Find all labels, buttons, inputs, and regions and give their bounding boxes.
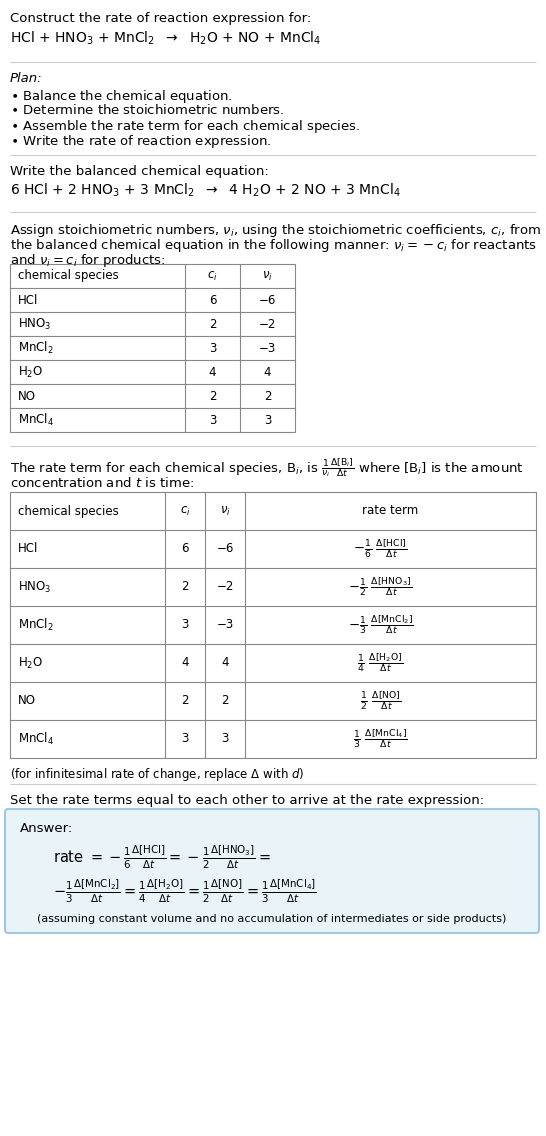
Text: 2: 2 [221, 694, 229, 708]
Text: $-\frac{1}{3}$ $\frac{\Delta[\mathrm{MnCl_2}]}{\Delta t}$: $-\frac{1}{3}$ $\frac{\Delta[\mathrm{MnC… [348, 613, 413, 636]
Text: −3: −3 [259, 342, 276, 354]
Text: NO: NO [18, 390, 36, 402]
Text: −3: −3 [216, 618, 234, 632]
Text: 4: 4 [181, 657, 189, 669]
Text: $\bullet$ Assemble the rate term for each chemical species.: $\bullet$ Assemble the rate term for eac… [10, 118, 360, 135]
FancyBboxPatch shape [5, 809, 539, 933]
Text: −6: −6 [216, 543, 234, 556]
Text: $\bullet$ Write the rate of reaction expression.: $\bullet$ Write the rate of reaction exp… [10, 133, 272, 150]
Text: Answer:: Answer: [20, 822, 73, 835]
Text: 3: 3 [264, 414, 271, 426]
Text: $-\frac{1}{3}\frac{\Delta[\mathrm{MnCl_2}]}{\Delta t} = \frac{1}{4}\frac{\Delta[: $-\frac{1}{3}\frac{\Delta[\mathrm{MnCl_2… [53, 878, 317, 905]
Text: 2: 2 [181, 580, 189, 593]
Text: H$_2$O: H$_2$O [18, 365, 43, 379]
Text: rate term: rate term [363, 504, 419, 518]
Text: Construct the rate of reaction expression for:: Construct the rate of reaction expressio… [10, 12, 311, 25]
Text: $\nu_i$: $\nu_i$ [219, 504, 230, 518]
Text: chemical species: chemical species [18, 504, 118, 518]
Text: MnCl$_4$: MnCl$_4$ [18, 412, 54, 428]
Text: 3: 3 [209, 342, 216, 354]
Text: NO: NO [18, 694, 36, 708]
Text: MnCl$_2$: MnCl$_2$ [18, 617, 54, 633]
Text: 2: 2 [209, 317, 216, 331]
Text: 4: 4 [209, 366, 216, 378]
Text: $\frac{1}{2}$ $\frac{\Delta[\mathrm{NO}]}{\Delta t}$: $\frac{1}{2}$ $\frac{\Delta[\mathrm{NO}]… [360, 690, 401, 712]
Text: 2: 2 [209, 390, 216, 402]
Text: Plan:: Plan: [10, 72, 43, 85]
Text: (assuming constant volume and no accumulation of intermediates or side products): (assuming constant volume and no accumul… [37, 914, 507, 924]
Text: the balanced chemical equation in the following manner: $\nu_i = -c_i$ for react: the balanced chemical equation in the fo… [10, 237, 537, 254]
Bar [10, 264, 295, 432]
Text: 4: 4 [264, 366, 271, 378]
Text: Set the rate terms equal to each other to arrive at the rate expression:: Set the rate terms equal to each other t… [10, 794, 484, 807]
Text: 6: 6 [181, 543, 189, 556]
Text: 2: 2 [264, 390, 271, 402]
Bar [10, 492, 536, 758]
Text: $-\frac{1}{2}$ $\frac{\Delta[\mathrm{HNO_3}]}{\Delta t}$: $-\frac{1}{2}$ $\frac{\Delta[\mathrm{HNO… [348, 576, 413, 599]
Text: chemical species: chemical species [18, 269, 118, 283]
Text: MnCl$_2$: MnCl$_2$ [18, 340, 54, 356]
Text: 4: 4 [221, 657, 229, 669]
Text: HCl: HCl [18, 543, 38, 556]
Text: 3: 3 [181, 618, 189, 632]
Text: H$_2$O: H$_2$O [18, 655, 43, 670]
Text: HNO$_3$: HNO$_3$ [18, 317, 51, 332]
Text: MnCl$_4$: MnCl$_4$ [18, 730, 54, 747]
Text: Write the balanced chemical equation:: Write the balanced chemical equation: [10, 165, 269, 178]
Text: $\frac{1}{4}$ $\frac{\Delta[\mathrm{H_2O}]}{\Delta t}$: $\frac{1}{4}$ $\frac{\Delta[\mathrm{H_2O… [358, 652, 403, 675]
Text: −6: −6 [259, 293, 276, 307]
Text: $\bullet$ Determine the stoichiometric numbers.: $\bullet$ Determine the stoichiometric n… [10, 103, 284, 117]
Text: $\bullet$ Balance the chemical equation.: $\bullet$ Balance the chemical equation. [10, 87, 233, 105]
Text: 3: 3 [181, 733, 189, 745]
Text: $c_i$: $c_i$ [180, 504, 191, 518]
Text: −2: −2 [259, 317, 276, 331]
Text: and $\nu_i = c_i$ for products:: and $\nu_i = c_i$ for products: [10, 252, 165, 269]
Text: (for infinitesimal rate of change, replace $\Delta$ with $d$): (for infinitesimal rate of change, repla… [10, 766, 305, 783]
Text: The rate term for each chemical species, B$_i$, is $\frac{1}{\nu_i}\frac{\Delta[: The rate term for each chemical species,… [10, 456, 524, 479]
Text: 3: 3 [221, 733, 229, 745]
Text: $c_i$: $c_i$ [207, 269, 218, 283]
Text: 3: 3 [209, 414, 216, 426]
Text: 2: 2 [181, 694, 189, 708]
Text: $\frac{1}{3}$ $\frac{\Delta[\mathrm{MnCl_4}]}{\Delta t}$: $\frac{1}{3}$ $\frac{\Delta[\mathrm{MnCl… [353, 727, 408, 751]
Text: HCl: HCl [18, 293, 38, 307]
Text: 6 HCl + 2 HNO$_3$ + 3 MnCl$_2$  $\rightarrow$  4 H$_2$O + 2 NO + 3 MnCl$_4$: 6 HCl + 2 HNO$_3$ + 3 MnCl$_2$ $\rightar… [10, 182, 401, 200]
Text: HCl + HNO$_3$ + MnCl$_2$  $\rightarrow$  H$_2$O + NO + MnCl$_4$: HCl + HNO$_3$ + MnCl$_2$ $\rightarrow$ H… [10, 30, 321, 48]
Text: $-\frac{1}{6}$ $\frac{\Delta[\mathrm{HCl}]}{\Delta t}$: $-\frac{1}{6}$ $\frac{\Delta[\mathrm{HCl… [353, 538, 408, 560]
Text: Assign stoichiometric numbers, $\nu_i$, using the stoichiometric coefficients, $: Assign stoichiometric numbers, $\nu_i$, … [10, 222, 541, 239]
Text: HNO$_3$: HNO$_3$ [18, 579, 51, 594]
Text: concentration and $t$ is time:: concentration and $t$ is time: [10, 476, 194, 490]
Text: 6: 6 [209, 293, 216, 307]
Text: rate $= -\frac{1}{6}\frac{\Delta[\mathrm{HCl}]}{\Delta t} = -\frac{1}{2}\frac{\D: rate $= -\frac{1}{6}\frac{\Delta[\mathrm… [53, 844, 271, 871]
Text: $\nu_i$: $\nu_i$ [262, 269, 273, 283]
Text: −2: −2 [216, 580, 234, 593]
